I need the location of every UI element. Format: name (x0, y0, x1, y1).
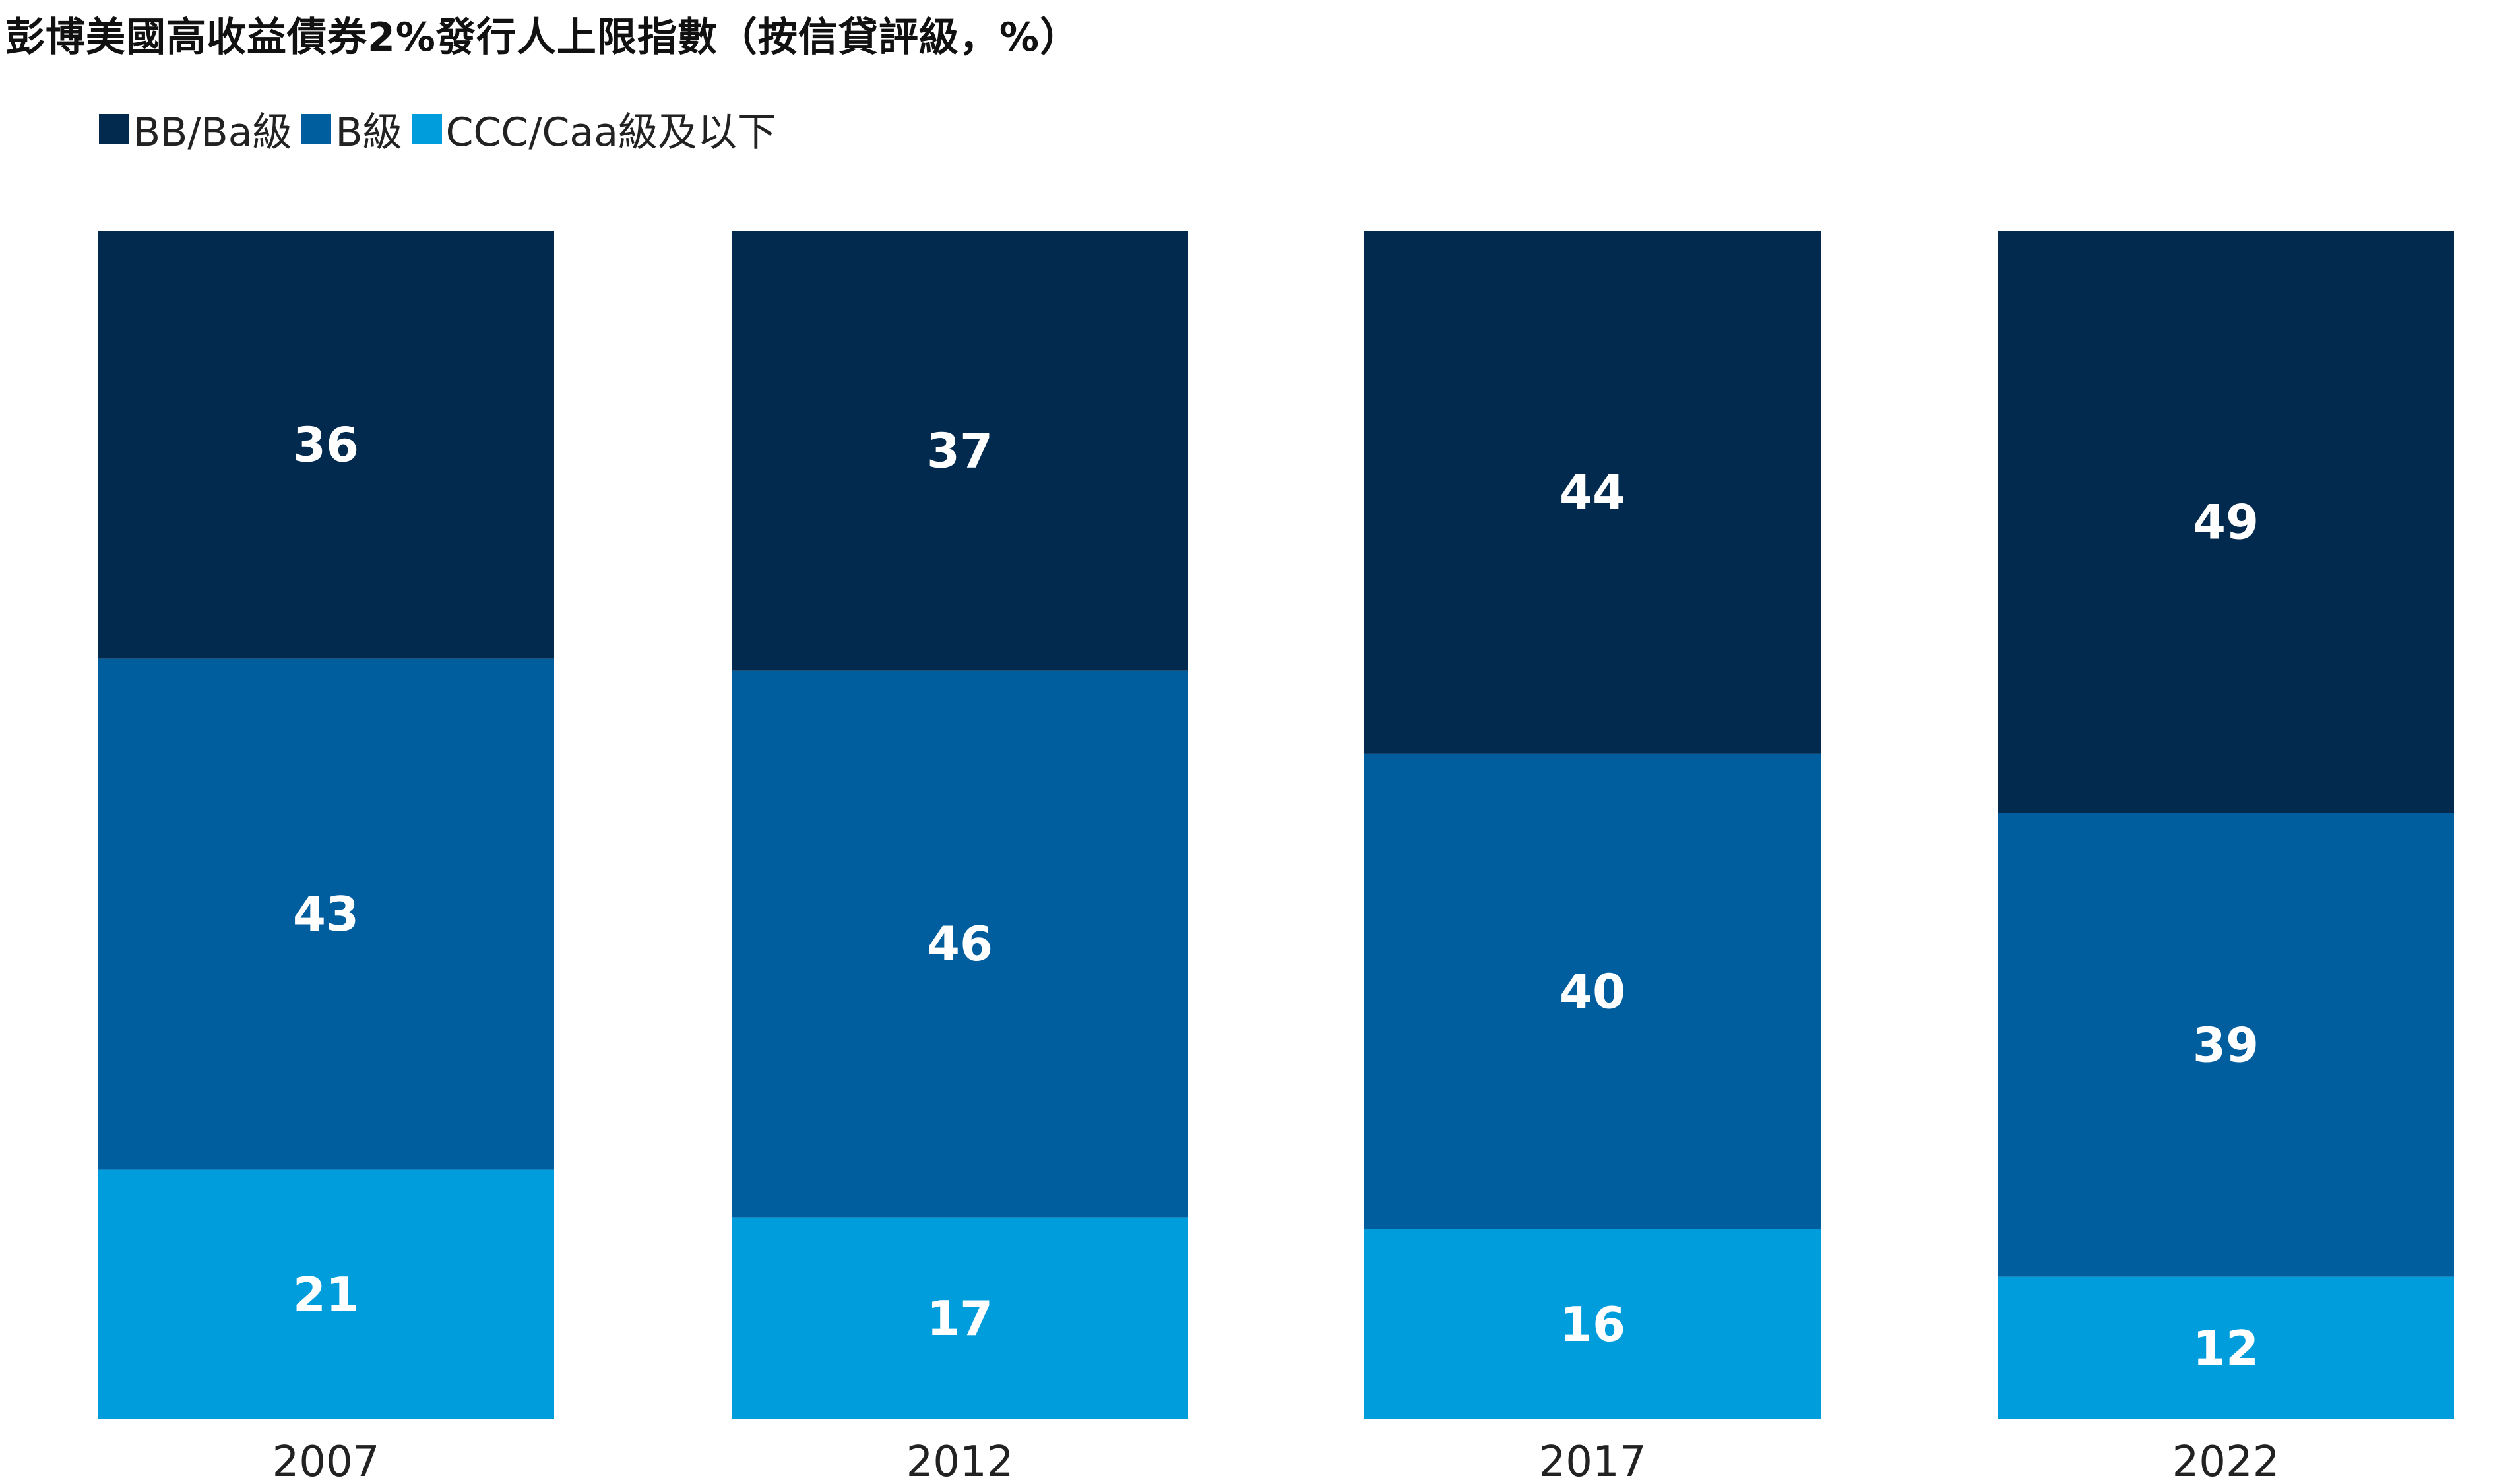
bar-segment-2022-3 (1998, 1276, 2454, 1419)
data-label-2007-1: 36 (293, 417, 359, 472)
data-label-2017-2: 40 (1559, 964, 1625, 1019)
data-label-2017-1: 44 (1559, 464, 1625, 520)
bar-segment-2017-3 (1364, 1229, 1821, 1419)
data-label-2012-1: 37 (927, 423, 993, 478)
legend-label-b: B級 (335, 109, 402, 156)
legend-label-bb: BB/Ba級 (133, 109, 292, 156)
data-label-2022-3: 12 (2193, 1320, 2259, 1376)
data-label-2022-1: 49 (2193, 494, 2259, 549)
legend-swatch-b (301, 113, 332, 144)
data-label-2012-2: 46 (927, 916, 993, 972)
legend-label-ccc: CCC/Caa級及以下 (445, 109, 776, 156)
bar-segment-2012-3 (732, 1217, 1188, 1419)
legend-item-b: B級 (301, 100, 402, 158)
legend-swatch-ccc (411, 113, 442, 144)
x-tick-label-2017: 2017 (1539, 1438, 1647, 1484)
bar-segment-2007-3 (98, 1169, 554, 1419)
x-tick-label-2007: 2007 (272, 1438, 380, 1484)
chart-title: 彭博美國高收益債券2%發行人上限指數（按信貸評級，%） (5, 15, 1080, 61)
bar-segment-2017-2 (1364, 753, 1821, 1229)
bar-segment-2012-1 (732, 231, 1188, 671)
legend-swatch-bb (99, 113, 129, 144)
legend-item-bb: BB/Ba級 (99, 100, 292, 158)
bar-segment-2007-2 (98, 658, 554, 1170)
data-label-2007-2: 43 (293, 886, 359, 942)
bar-segment-2017-1 (1364, 231, 1821, 754)
data-label-2012-3: 17 (927, 1291, 993, 1346)
x-tick-label-2022: 2022 (2172, 1438, 2280, 1484)
data-label-2022-2: 39 (2193, 1017, 2259, 1072)
bar-segment-2022-2 (1998, 813, 2454, 1277)
bar-segment-2012-2 (732, 670, 1188, 1218)
bar-segment-2007-1 (98, 231, 554, 659)
x-tick-label-2012: 2012 (906, 1438, 1014, 1484)
data-label-2017-3: 16 (1559, 1297, 1625, 1352)
legend: BB/Ba級 B級 CCC/Caa級及以下 (99, 100, 786, 158)
data-label-2007-3: 21 (293, 1267, 359, 1322)
bar-segment-2022-1 (1998, 231, 2454, 813)
legend-item-ccc: CCC/Caa級及以下 (411, 100, 776, 158)
